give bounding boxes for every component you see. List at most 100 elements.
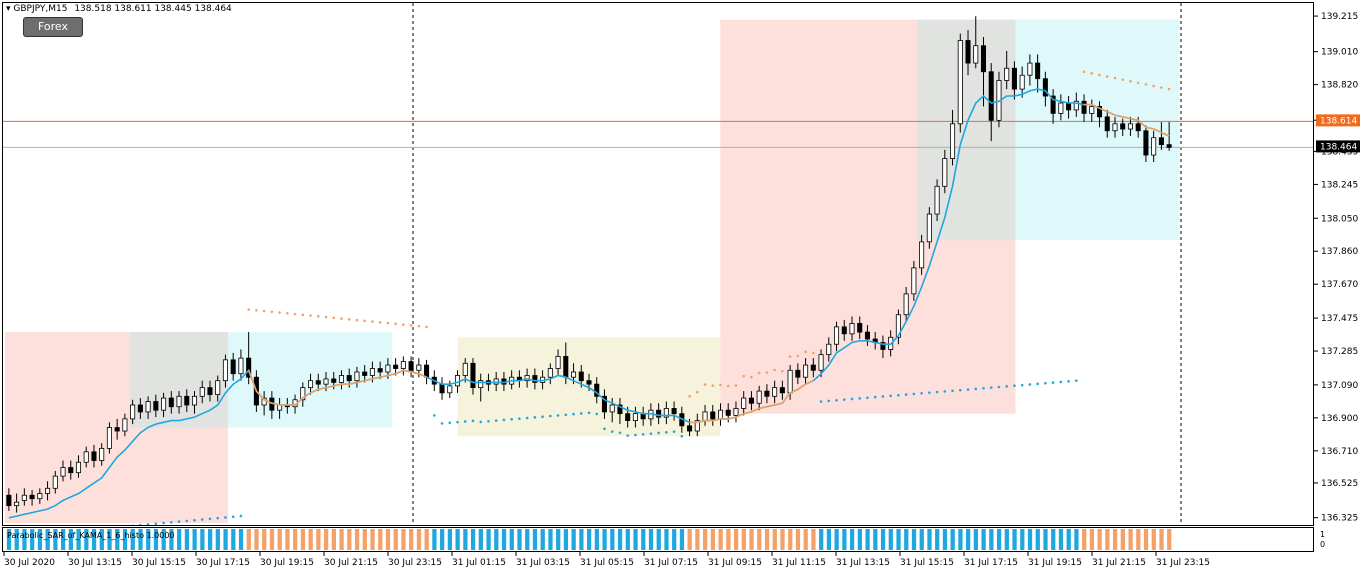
histogram-bar	[1074, 529, 1079, 550]
sar-dot	[286, 311, 289, 315]
histogram-bar	[718, 529, 723, 550]
candle	[609, 398, 615, 423]
candle	[547, 363, 553, 385]
sar-dot	[804, 350, 807, 354]
histogram-bar	[300, 529, 306, 550]
sar-dot	[873, 395, 877, 399]
sar-dot	[920, 392, 923, 395]
histogram-bar	[14, 529, 19, 550]
main-chart-panel[interactable]	[2, 2, 1314, 526]
indicator-label: Parabolic_SAR_of_KAMA_1_6_histo 1.0000	[7, 531, 175, 540]
sar-dot	[1044, 381, 1047, 385]
histogram-bar	[200, 529, 205, 550]
bid-price-label: 138.464	[1320, 142, 1357, 152]
candle	[779, 380, 785, 400]
price-chart[interactable]	[3, 3, 1313, 525]
histogram-bar	[293, 529, 298, 550]
histogram-bar	[966, 529, 971, 550]
histogram-bar	[772, 529, 777, 550]
sar-dot	[332, 316, 336, 320]
bid-price-tag	[1316, 140, 1360, 153]
candle	[68, 460, 74, 480]
candle	[199, 380, 205, 404]
candle	[710, 404, 716, 426]
sar-dot	[363, 319, 366, 323]
indicator-panel[interactable]	[2, 527, 1314, 552]
candle	[555, 349, 561, 376]
histogram-bar	[169, 529, 174, 550]
sar-dots-0	[131, 514, 243, 525]
candle	[1019, 66, 1025, 98]
histogram-bar	[61, 529, 66, 550]
candle	[1004, 50, 1010, 90]
histogram-bar	[695, 529, 700, 550]
sar-dot	[958, 388, 962, 392]
candle	[408, 356, 414, 378]
histogram-bar	[463, 529, 468, 550]
sar-dot	[904, 393, 908, 396]
histogram-bar	[919, 529, 924, 550]
sar-dot	[564, 413, 568, 417]
candle	[980, 37, 987, 107]
histogram-bar	[749, 529, 754, 550]
sar-dot	[842, 398, 846, 401]
indicator-scale: 10	[1320, 530, 1325, 549]
histogram-bar	[68, 529, 74, 550]
sar-dot	[734, 384, 738, 387]
kama-line-down-2	[1084, 103, 1170, 137]
candle	[810, 358, 816, 378]
menu-triangle-icon[interactable]: ▾	[6, 4, 11, 14]
histogram-bar	[238, 529, 244, 550]
forex-button[interactable]: Forex	[23, 17, 83, 37]
histogram-bar	[207, 529, 213, 550]
sar-dot	[796, 354, 800, 358]
histogram-bar	[896, 529, 901, 550]
histogram-bar	[602, 529, 607, 550]
sar-dot	[688, 395, 691, 398]
kama-line-down-0	[247, 369, 427, 406]
sar-dots-1	[247, 308, 428, 329]
sar-dot	[812, 351, 815, 355]
session-box-6	[1015, 19, 1180, 241]
sar-dot	[587, 411, 591, 415]
sar-dot	[943, 390, 947, 393]
time-axis: 30 Jul 2020 30 Jul 13:15 30 Jul 15:15 30 Ju…	[3, 552, 1210, 568]
sar-dot	[247, 308, 250, 311]
histogram-bar	[1027, 529, 1033, 550]
sar-dot	[340, 317, 343, 320]
candle	[532, 368, 538, 390]
histogram-bar	[285, 529, 290, 550]
sar-dot	[1059, 380, 1063, 384]
histogram-bar	[989, 529, 994, 550]
histogram-bar	[378, 529, 383, 550]
candle	[748, 391, 754, 411]
histogram-bar	[1105, 529, 1110, 550]
time-tick-label: 30 Jul 2020	[4, 558, 55, 568]
histogram-bar	[115, 529, 120, 550]
sar-dot	[912, 392, 916, 396]
histogram-bar	[1012, 529, 1017, 550]
sar-dot	[1160, 86, 1163, 89]
histogram-bar	[1120, 529, 1125, 550]
histogram-bar	[1089, 529, 1095, 550]
histogram-bar	[122, 529, 128, 550]
histogram-bar	[308, 529, 313, 550]
candle	[168, 391, 174, 414]
sar-dot	[510, 417, 513, 421]
sar-dot	[680, 434, 684, 438]
sar-dot	[1105, 75, 1109, 78]
histogram-bar	[339, 529, 344, 550]
histogram-bar	[880, 529, 886, 550]
histogram-bar	[192, 529, 197, 550]
sar-dot	[131, 524, 134, 525]
time-tick-label: 31 Jul 13:15	[836, 558, 890, 568]
candle	[1042, 71, 1048, 107]
sar-dot	[1036, 382, 1039, 386]
histogram-bar	[942, 529, 948, 550]
candle	[106, 422, 112, 454]
time-tick-label: 31 Jul 11:15	[772, 558, 826, 568]
candle	[733, 401, 739, 423]
histogram-bar	[1151, 529, 1156, 550]
histogram-bar	[347, 529, 352, 550]
sar-dot	[665, 431, 668, 434]
